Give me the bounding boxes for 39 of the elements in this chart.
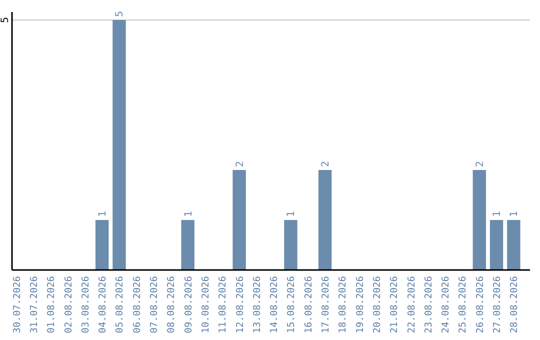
- x-tick-label: 05.08.2026: [114, 276, 126, 334]
- x-tick-label: 25.08.2026: [458, 276, 469, 334]
- x-tick-label: 07.08.2026: [149, 276, 160, 334]
- x-tick-label: 27.08.2026: [492, 276, 504, 334]
- x-tick-label: 12.08.2026: [234, 276, 246, 334]
- x-tick-label: 30.07.2026: [12, 276, 23, 334]
- x-tick-label: 17.08.2026: [320, 276, 332, 334]
- x-tick-label: 22.08.2026: [406, 276, 418, 334]
- x-tick-label: 14.08.2026: [269, 276, 280, 334]
- x-tick-label: 15.08.2026: [286, 276, 298, 334]
- x-tick-label: 24.08.2026: [440, 276, 452, 334]
- data-label: 5: [114, 10, 126, 17]
- data-label: 1: [98, 210, 109, 217]
- data-label: 1: [286, 210, 298, 217]
- x-tick-label: 28.08.2026: [509, 276, 520, 334]
- data-label: 2: [474, 160, 486, 167]
- x-tick-label: 18.08.2026: [338, 276, 349, 334]
- x-tick-label: 02.08.2026: [63, 276, 74, 334]
- data-label: 2: [320, 160, 332, 167]
- x-tick-label: 04.08.2026: [98, 276, 109, 334]
- x-tick-label: 03.08.2026: [80, 276, 92, 334]
- x-tick-label: 06.08.2026: [132, 276, 143, 334]
- x-tick-label: 09.08.2026: [183, 276, 194, 334]
- x-tick-label: 21.08.2026: [389, 276, 400, 334]
- x-tick-label: 10.08.2026: [200, 276, 212, 334]
- data-label: 2: [234, 160, 246, 167]
- x-tick-label: 26.08.2026: [474, 276, 486, 334]
- data-label: 1: [509, 210, 520, 217]
- x-tick-label: 20.08.2026: [372, 276, 383, 334]
- x-tick-label: 23.08.2026: [423, 276, 434, 334]
- x-tick-label: 16.08.2026: [303, 276, 314, 334]
- data-label: 1: [183, 210, 194, 217]
- x-tick-label: 11.08.2026: [218, 276, 229, 334]
- data-label: 1: [492, 210, 504, 217]
- x-tick-label: 19.08.2026: [354, 276, 366, 334]
- x-tick-label: 13.08.2026: [252, 276, 263, 334]
- x-tick-label: 01.08.2026: [46, 276, 58, 334]
- x-tick-label: 08.08.2026: [166, 276, 178, 334]
- x-tick-label: 31.07.2026: [28, 276, 40, 334]
